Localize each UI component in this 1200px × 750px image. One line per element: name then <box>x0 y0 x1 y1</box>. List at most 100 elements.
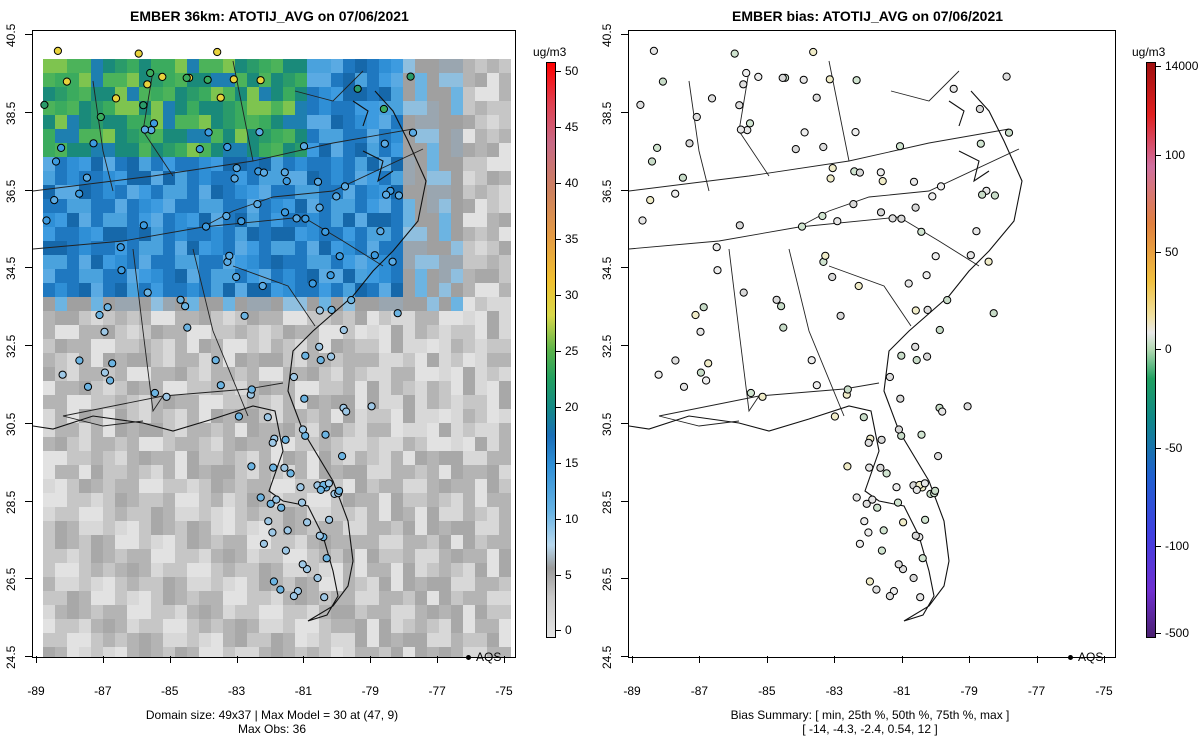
grid-cell <box>439 647 451 657</box>
aqs-site-marker <box>868 495 877 504</box>
grid-cell <box>379 521 391 535</box>
grid-cell <box>91 409 103 423</box>
aqs-site-marker <box>882 469 891 478</box>
grid-cell <box>115 185 127 199</box>
grid-cell <box>475 521 487 535</box>
grid-cell <box>223 619 235 633</box>
aqs-site-marker <box>966 251 975 260</box>
grid-cell <box>307 423 319 437</box>
aqs-site-marker <box>315 342 324 351</box>
grid-cell <box>91 507 103 521</box>
grid-cell <box>415 283 427 297</box>
grid-cell <box>79 451 91 465</box>
grid-cell <box>451 199 463 213</box>
grid-cell <box>67 59 79 73</box>
grid-cell <box>259 255 271 269</box>
aqs-site-marker <box>324 479 333 488</box>
grid-cell <box>67 493 79 507</box>
grid-cell <box>367 325 379 339</box>
left-x-tick-label: -75 <box>495 684 513 698</box>
aqs-site-marker <box>158 72 167 82</box>
grid-cell <box>103 619 115 633</box>
grid-cell <box>103 171 115 185</box>
aqs-site-marker <box>259 539 268 548</box>
grid-cell <box>91 59 103 73</box>
left-colorbar <box>546 62 556 638</box>
grid-cell <box>403 367 415 381</box>
grid-cell <box>463 549 475 563</box>
right-x-tick-mark <box>632 656 633 663</box>
grid-cell <box>139 577 151 591</box>
grid-cell <box>451 493 463 507</box>
grid-cell <box>463 395 475 409</box>
grid-cell <box>67 241 79 255</box>
grid-cell <box>475 213 487 227</box>
grid-cell <box>103 87 115 101</box>
right-x-tick-label: -75 <box>1095 684 1113 698</box>
grid-cell <box>403 479 415 493</box>
grid-cell <box>283 213 295 227</box>
grid-cell <box>151 591 163 605</box>
grid-cell <box>343 353 355 367</box>
right-colorbar-unit: ug/m3 <box>1132 45 1166 59</box>
grid-cell <box>103 213 115 227</box>
aqs-site-marker <box>289 592 298 601</box>
grid-cell <box>415 339 427 353</box>
grid-cell <box>343 479 355 493</box>
grid-cell <box>79 101 91 115</box>
grid-cell <box>283 619 295 633</box>
grid-cell <box>91 283 103 297</box>
left-x-tick-mark <box>102 656 104 663</box>
grid-cell <box>115 101 127 115</box>
grid-cell <box>391 521 403 535</box>
grid-cell <box>403 493 415 507</box>
grid-cell <box>475 171 487 185</box>
grid-cell <box>139 59 151 73</box>
left-x-tick-mark <box>303 656 305 663</box>
right-x-tick-mark <box>834 656 836 663</box>
aqs-site-marker <box>911 531 920 540</box>
grid-cell <box>451 605 463 619</box>
grid-cell <box>367 549 379 563</box>
grid-cell <box>451 563 463 577</box>
aqs-site-marker <box>921 515 930 524</box>
grid-cell <box>355 381 367 395</box>
grid-cell <box>67 577 79 591</box>
grid-cell <box>79 199 91 213</box>
aqs-site-marker <box>108 359 117 368</box>
grid-cell <box>307 493 319 507</box>
grid-cell <box>415 381 427 395</box>
grid-cell <box>451 367 463 381</box>
grid-cell <box>199 647 211 657</box>
grid-cell <box>91 297 103 311</box>
grid-cell <box>475 619 487 633</box>
grid-cell <box>475 647 487 657</box>
grid-cell <box>451 157 463 171</box>
grid-cell <box>379 507 391 521</box>
aqs-site-marker <box>264 517 273 526</box>
grid-cell <box>187 479 199 493</box>
grid-cell <box>139 591 151 605</box>
grid-cell <box>355 339 367 353</box>
grid-cell <box>211 185 223 199</box>
grid-cell <box>439 465 451 479</box>
grid-cell <box>151 493 163 507</box>
left-colorbar-tick <box>556 630 561 631</box>
grid-cell <box>187 297 199 311</box>
grid-cell <box>343 115 355 129</box>
grid-cell <box>199 605 211 619</box>
grid-cell <box>427 241 439 255</box>
grid-cell <box>79 647 91 657</box>
grid-cell <box>247 101 259 115</box>
right-map-svg <box>629 46 1023 622</box>
grid-cell <box>343 577 355 591</box>
grid-cell <box>127 87 139 101</box>
grid-cell <box>79 59 91 73</box>
grid-cell <box>499 563 511 577</box>
grid-cell <box>295 241 307 255</box>
aqs-site-marker <box>758 392 767 401</box>
grid-cell <box>499 255 511 269</box>
grid-cell <box>55 129 67 143</box>
grid-cell <box>475 493 487 507</box>
grid-cell <box>79 563 91 577</box>
